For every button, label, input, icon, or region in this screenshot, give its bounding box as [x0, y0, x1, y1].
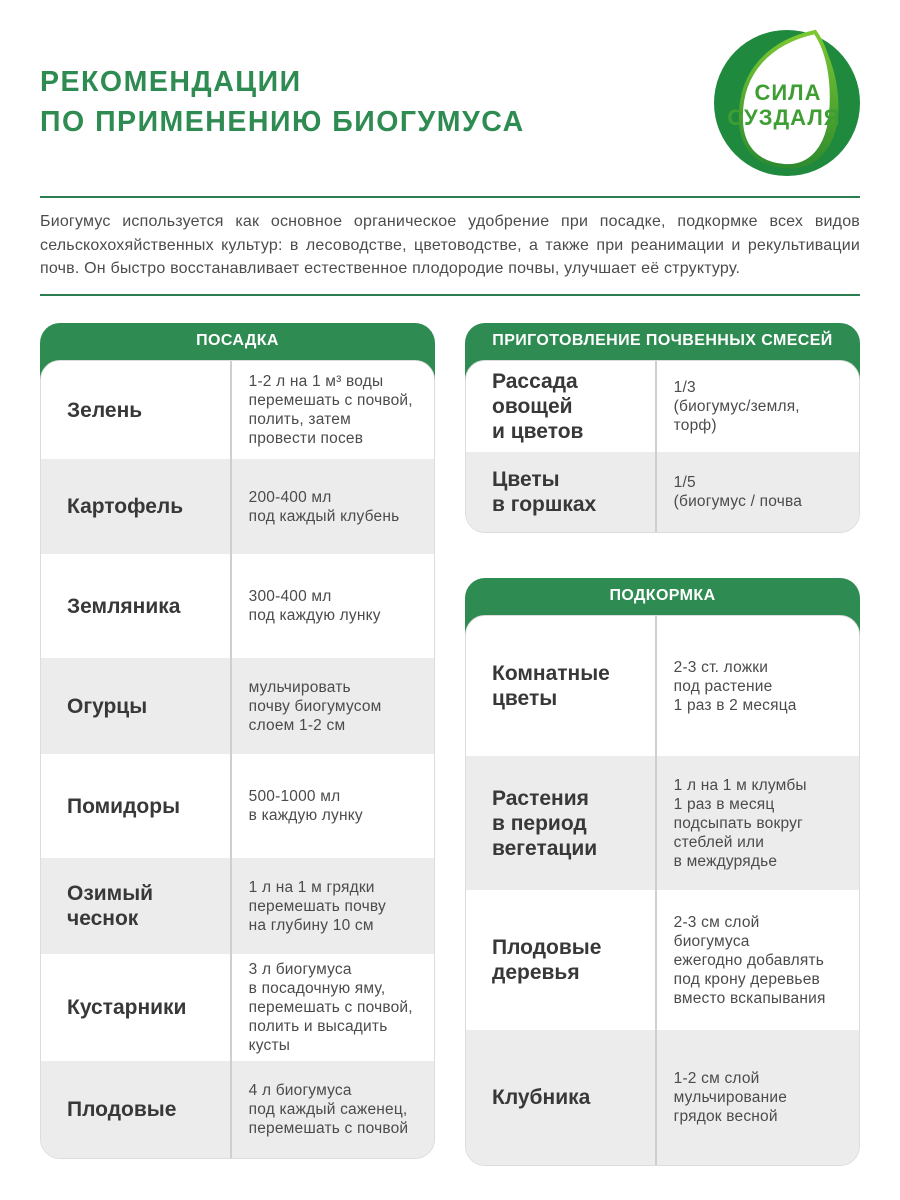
table-row: Плодовые деревья 2-3 см слой биогумуса е…	[466, 890, 859, 1030]
row-value: 1/3 (биогумус/земля, торф)	[654, 361, 859, 452]
table-row: Озимый чеснок 1 л на 1 м грядки перемеша…	[41, 858, 434, 954]
brand-name-line2: СУЗДАЛЯ	[727, 105, 840, 130]
table-row: Земляника 300-400 мл под каждую лунку	[41, 554, 434, 658]
table-posadka: ПОСАДКА Зелень 1-2 л на 1 м³ воды переме…	[40, 323, 435, 1159]
table-row: Помидоры 500-1000 мл в каждую лунку	[41, 754, 434, 858]
row-value: 1 л на 1 м грядки перемешать почву на гл…	[229, 858, 434, 954]
table-row: Цветы в горшках 1/5 (биогумус / почва	[466, 452, 859, 532]
row-label: Земляника	[67, 594, 181, 618]
row-value: 2-3 см слой биогумуса ежегодно добавлять…	[654, 890, 859, 1030]
row-label: Помидоры	[67, 794, 181, 818]
row-label: Растения в период вегетации	[492, 786, 598, 860]
row-value: 300-400 мл под каждую лунку	[229, 554, 434, 658]
row-label: Рассада овощей и цветов	[492, 370, 584, 443]
table-row: Кустарники 3 л биогумуса в посадочную ям…	[41, 954, 434, 1061]
table-row: Зелень 1-2 л на 1 м³ воды перемешать с п…	[41, 361, 434, 459]
row-value: 2-3 ст. ложки под растение 1 раз в 2 мес…	[654, 616, 859, 756]
left-column: ПОСАДКА Зелень 1-2 л на 1 м³ воды переме…	[40, 323, 435, 1159]
table-podkormka: ПОДКОРМКА Комнатные цветы 2-3 ст. ложки …	[465, 578, 860, 1166]
table-body-podkormka: Комнатные цветы 2-3 ст. ложки под растен…	[465, 615, 860, 1166]
table-body-smesi: Рассада овощей и цветов 1/3 (биогумус/зе…	[465, 360, 860, 533]
table-row: Растения в период вегетации 1 л на 1 м к…	[466, 756, 859, 890]
row-label: Озимый чеснок	[67, 882, 154, 930]
intro-section: Биогумус используется как основное орган…	[40, 196, 860, 296]
table-row: Плодовые 4 л биогумуса под каждый сажене…	[41, 1061, 434, 1158]
table-row: Рассада овощей и цветов 1/3 (биогумус/зе…	[466, 361, 859, 452]
row-label: Клубника	[492, 1086, 591, 1109]
table-row: Картофель 200-400 мл под каждый клубень	[41, 459, 434, 554]
row-value: 500-1000 мл в каждую лунку	[229, 754, 434, 858]
row-value: 1-2 л на 1 м³ воды перемешать с почвой, …	[229, 361, 434, 459]
row-value: 200-400 мл под каждый клубень	[229, 459, 434, 554]
brand-name-line1: СИЛА	[754, 80, 821, 105]
table-row: Клубника 1-2 см слой мульчирование грядо…	[466, 1030, 859, 1165]
table-smesi: ПРИГОТОВЛЕНИЕ ПОЧВЕННЫХ СМЕСЕЙ Рассада о…	[465, 323, 860, 533]
intro-paragraph: Биогумус используется как основное орган…	[40, 213, 860, 277]
row-label: Кустарники	[67, 996, 187, 1019]
row-label: Картофель	[67, 495, 184, 518]
row-label: Цветы в горшках	[492, 468, 597, 516]
row-value: мульчировать почву биогумусом слоем 1-2 …	[229, 658, 434, 754]
table-row: Комнатные цветы 2-3 ст. ложки под растен…	[466, 616, 859, 756]
brand-logo: СИЛА СУЗДАЛЯ	[712, 28, 862, 178]
page-title: РЕКОМЕНДАЦИИ ПО ПРИМЕНЕНИЮ БИОГУМУСА	[40, 66, 525, 138]
row-value: 1 л на 1 м клумбы 1 раз в месяц подсыпат…	[654, 756, 859, 890]
row-label: Зелень	[67, 398, 143, 422]
right-column: ПРИГОТОВЛЕНИЕ ПОЧВЕННЫХ СМЕСЕЙ Рассада о…	[465, 323, 860, 1166]
leaf-icon: СИЛА СУЗДАЛЯ	[714, 29, 860, 176]
row-value: 3 л биогумуса в посадочную яму, перемеша…	[229, 954, 434, 1061]
table-row: Огурцы мульчировать почву биогумусом сло…	[41, 658, 434, 754]
row-value: 1-2 см слой мульчирование грядок весной	[654, 1030, 859, 1165]
row-label: Огурцы	[67, 694, 148, 718]
row-value: 4 л биогумуса под каждый саженец, переме…	[229, 1061, 434, 1158]
row-label: Плодовые деревья	[492, 936, 602, 984]
table-body-posadka: Зелень 1-2 л на 1 м³ воды перемешать с п…	[40, 360, 435, 1159]
row-label: Комнатные цветы	[492, 662, 610, 710]
row-value: 1/5 (биогумус / почва	[654, 452, 859, 532]
row-label: Плодовые	[67, 1098, 177, 1121]
